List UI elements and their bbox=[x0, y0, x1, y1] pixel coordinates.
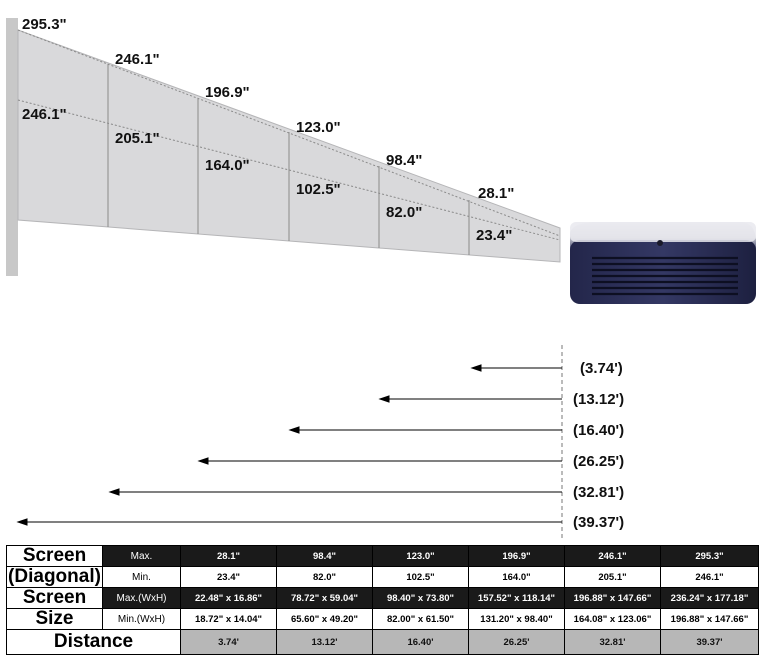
projection-diagram: 295.3" 246.1" 196.9" 123.0" 98.4" 28.1" … bbox=[6, 16, 756, 540]
table-cell: 16.40' bbox=[372, 629, 469, 655]
table-cell: 98.40" x 73.80" bbox=[372, 587, 469, 609]
table-cell: 82.00" x 61.50" bbox=[372, 608, 469, 630]
sub-label-min: Min. bbox=[102, 566, 181, 588]
table-cell: 295.3" bbox=[660, 545, 759, 567]
table-cell: 13.12' bbox=[276, 629, 373, 655]
table-cell: 196.9" bbox=[468, 545, 565, 567]
distance-label-2: (13.12') bbox=[573, 391, 624, 408]
specifications-table: Screen Max. 28.1" 98.4" 123.0" 196.9" 24… bbox=[6, 545, 759, 655]
table-cell: 157.52" x 118.14" bbox=[468, 587, 565, 609]
distance-label-1: (3.74') bbox=[580, 360, 623, 377]
distance-label-6: (39.37') bbox=[573, 514, 624, 531]
table-cell: 98.4" bbox=[276, 545, 373, 567]
sub-label-max: Max. bbox=[102, 545, 181, 567]
table-cell: 3.74' bbox=[180, 629, 277, 655]
sub-label-max-wxh: Max.(WxH) bbox=[102, 587, 181, 609]
row-header-screen-diagonal-2: (Diagonal) bbox=[6, 566, 103, 588]
table-cell: 196.88" x 147.66" bbox=[660, 608, 759, 630]
screen-min-label-2: 205.1" bbox=[115, 130, 160, 147]
row-header-screen-size-1: Screen bbox=[6, 587, 103, 609]
row-header-distance: Distance bbox=[6, 629, 181, 655]
table-cell: 65.60" x 49.20" bbox=[276, 608, 373, 630]
table-cell: 39.37' bbox=[660, 629, 759, 655]
distance-label-5: (32.81') bbox=[573, 484, 624, 501]
table-cell: 22.48" x 16.86" bbox=[180, 587, 277, 609]
screen-min-label-4: 102.5" bbox=[296, 181, 341, 198]
table-row: (Diagonal) Min. 23.4" 82.0" 102.5" 164.0… bbox=[6, 566, 759, 588]
table-cell: 246.1" bbox=[660, 566, 759, 588]
row-header-screen-size-2: Size bbox=[6, 608, 103, 630]
screen-min-label-1: 246.1" bbox=[22, 106, 67, 123]
table-cell: 205.1" bbox=[564, 566, 661, 588]
table-cell: 102.5" bbox=[372, 566, 469, 588]
screen-min-label-3: 164.0" bbox=[205, 157, 250, 174]
table-cell: 26.25' bbox=[468, 629, 565, 655]
screen-max-label-2: 246.1" bbox=[115, 51, 160, 68]
table-cell: 18.72" x 14.04" bbox=[180, 608, 277, 630]
table-cell: 123.0" bbox=[372, 545, 469, 567]
table-row: Size Min.(WxH) 18.72" x 14.04" 65.60" x … bbox=[6, 608, 759, 630]
table-row: Distance 3.74' 13.12' 16.40' 26.25' 32.8… bbox=[6, 629, 759, 655]
screen-max-label-6: 28.1" bbox=[478, 185, 514, 202]
screen-min-label-6: 23.4" bbox=[476, 227, 512, 244]
table-cell: 131.20" x 98.40" bbox=[468, 608, 565, 630]
table-cell: 28.1" bbox=[180, 545, 277, 567]
distance-label-4: (26.25') bbox=[573, 453, 624, 470]
table-cell: 196.88" x 147.66" bbox=[564, 587, 661, 609]
table-cell: 82.0" bbox=[276, 566, 373, 588]
sub-label-min-wxh: Min.(WxH) bbox=[102, 608, 181, 630]
row-header-screen-diagonal-1: Screen bbox=[6, 545, 103, 567]
table-cell: 78.72" x 59.04" bbox=[276, 587, 373, 609]
table-row: Screen Max.(WxH) 22.48" x 16.86" 78.72" … bbox=[6, 587, 759, 609]
table-cell: 236.24" x 177.18" bbox=[660, 587, 759, 609]
table-cell: 164.0" bbox=[468, 566, 565, 588]
screen-max-label-5: 98.4" bbox=[386, 152, 422, 169]
table-cell: 164.08" x 123.06" bbox=[564, 608, 661, 630]
distance-label-3: (16.40') bbox=[573, 422, 624, 439]
table-row: Screen Max. 28.1" 98.4" 123.0" 196.9" 24… bbox=[6, 545, 759, 567]
table-cell: 246.1" bbox=[564, 545, 661, 567]
screen-max-label-4: 123.0" bbox=[296, 119, 341, 136]
projector-image bbox=[570, 222, 756, 304]
table-cell: 23.4" bbox=[180, 566, 277, 588]
screen-max-label-1: 295.3" bbox=[22, 16, 67, 33]
table-cell: 32.81' bbox=[564, 629, 661, 655]
wall-bar bbox=[6, 18, 18, 276]
screen-min-label-5: 82.0" bbox=[386, 204, 422, 221]
screen-max-label-3: 196.9" bbox=[205, 84, 250, 101]
